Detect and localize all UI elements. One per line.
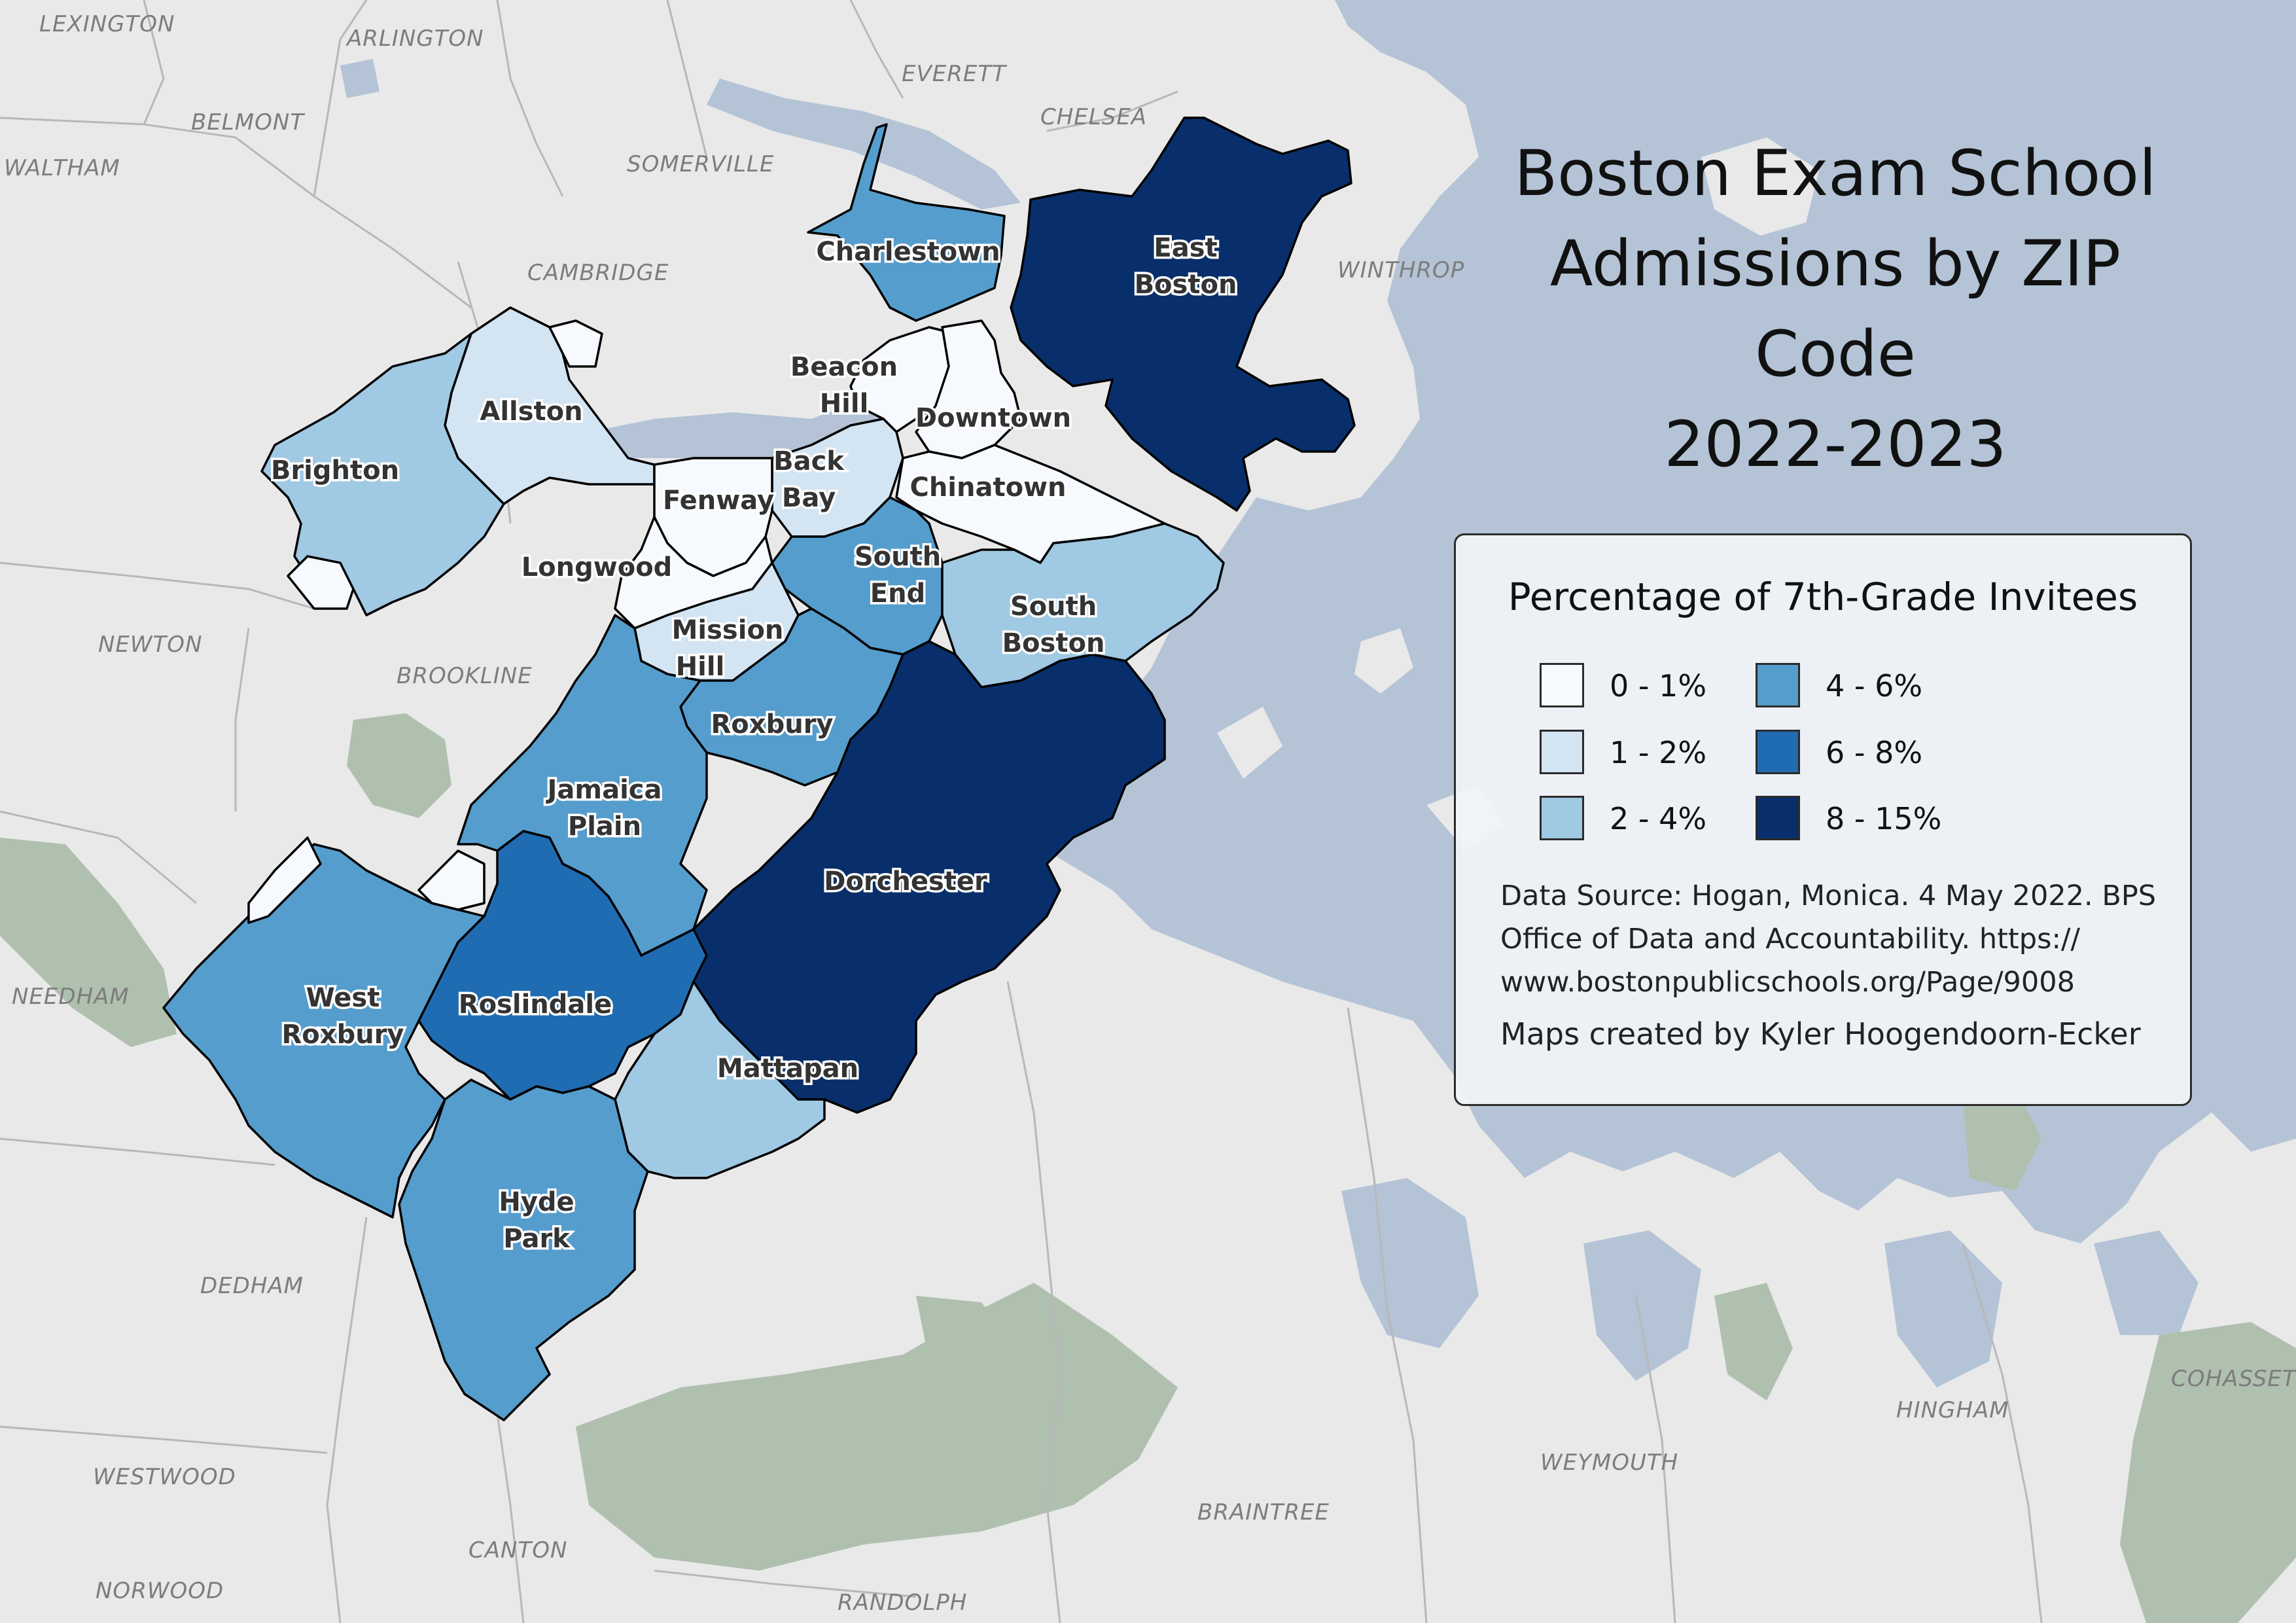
south-shore	[916, 851, 2296, 1623]
legend-swatch	[1540, 730, 1584, 774]
label-brighton: Brighton	[271, 455, 399, 486]
town-label-everett: EVERETT	[902, 61, 1007, 87]
mystic-river	[707, 79, 1021, 209]
label-beacon-hill: Beacon Hill	[790, 352, 898, 419]
label-south-boston: South Boston	[1002, 592, 1105, 658]
title-line: Boston Exam School	[1514, 137, 2157, 210]
source-line: Office of Data and Accountability. https…	[1500, 923, 2080, 955]
label-downtown: Downtown	[915, 403, 1071, 433]
town-label-chelsea: CHELSEA	[1040, 104, 1147, 130]
zip-parcel[interactable]	[247, 836, 322, 924]
legend-swatch	[1756, 730, 1800, 774]
park	[916, 1296, 1021, 1387]
zip-parcel[interactable]	[548, 319, 603, 368]
label-mission-hill: Mission Hill	[672, 615, 784, 682]
town-label-newton: NEWTON	[98, 632, 203, 658]
label-chinatown: Chinatown	[910, 473, 1066, 503]
town-label-cambridge: CAMBRIDGE	[527, 260, 669, 286]
legend-swatch	[1540, 796, 1584, 840]
legend: Percentage of 7th-Grade Invitees 0 - 1% …	[1454, 533, 2192, 1106]
label-east-boston: East Boston	[1135, 233, 1237, 300]
harbor-island	[1701, 137, 1819, 236]
town-label-cohasset: COHASSET	[2171, 1366, 2296, 1392]
zip-roslindale[interactable]	[417, 830, 708, 1101]
town-label-randolph: RANDOLPH	[838, 1590, 967, 1616]
harbor-island	[1217, 707, 1282, 779]
zip-mattapan[interactable]	[614, 980, 826, 1179]
town-label-belmont: BELMONT	[191, 109, 305, 135]
label-back-bay: Back Bay	[773, 446, 845, 513]
zip-parcel[interactable]	[417, 849, 486, 911]
label-roslindale: Roslindale	[459, 990, 612, 1020]
title-line: 2022-2023	[1664, 408, 2007, 481]
park	[0, 838, 177, 1047]
town-label-arlington: ARLINGTON	[345, 26, 484, 52]
label-mattapan: Mattapan	[717, 1054, 858, 1084]
label-fenway: Fenway	[663, 486, 774, 516]
legend-label: 2 - 4%	[1610, 801, 1707, 836]
legend-swatch	[1756, 796, 1800, 840]
label-south-end: South End	[855, 542, 941, 609]
park	[347, 713, 451, 818]
neighborhood-labels: Charlestown East Boston Beacon Hill Downto…	[268, 231, 1239, 1257]
label-allston: Allston	[480, 397, 582, 427]
neighborhoods	[162, 116, 1356, 1421]
town-label-winthrop: WINTHROP	[1337, 257, 1464, 283]
bay	[2094, 1230, 2199, 1335]
town-label-westwood: WESTWOOD	[93, 1464, 236, 1490]
label-charlestown: Charlestown	[816, 237, 1000, 267]
map-title: Boston Exam School Admissions by ZIP Cod…	[1459, 128, 2212, 490]
legend-label: 8 - 15%	[1826, 801, 1942, 836]
town-labels: LEXINGTON ARLINGTON BELMONT WALTHAM SOME…	[4, 11, 2296, 1616]
town-label-somerville: SOMERVILLE	[627, 151, 774, 177]
legend-label: 1 - 2%	[1610, 735, 1707, 770]
town-label-needham: NEEDHAM	[12, 984, 130, 1010]
data-source: Data Source: Hogan, Monica. 4 May 2022. …	[1500, 874, 2181, 1004]
park	[1714, 1283, 1793, 1400]
zip-parcel[interactable]	[287, 555, 355, 610]
map-credit: Maps created by Kyler Hoogendoorn-Ecker	[1500, 1016, 2141, 1052]
legend-label: 6 - 8%	[1826, 735, 1923, 770]
town-label-hingham: HINGHAM	[1896, 1397, 2009, 1423]
town-label-brookline: BROOKLINE	[397, 663, 533, 689]
label-longwood: Longwood	[521, 552, 673, 582]
park	[576, 1283, 1178, 1571]
town-label-dedham: DEDHAM	[200, 1273, 304, 1299]
bay	[1583, 1230, 1701, 1381]
legend-label: 4 - 6%	[1826, 668, 1923, 704]
town-label-norwood: NORWOOD	[96, 1578, 224, 1604]
park	[2120, 1322, 2296, 1623]
label-dorchester: Dorchester	[824, 866, 987, 897]
park	[1963, 1086, 2041, 1191]
label-hyde-park: Hyde Park	[499, 1187, 574, 1254]
zip-east-boston[interactable]	[1010, 116, 1356, 512]
bay	[1341, 1178, 1479, 1348]
label-roxbury: Roxbury	[711, 709, 834, 740]
legend-title: Percentage of 7th-Grade Invitees	[1508, 575, 2138, 619]
zip-charlestown[interactable]	[807, 123, 1006, 322]
bay	[1884, 1230, 2002, 1387]
legend-label: 0 - 1%	[1610, 668, 1707, 704]
town-label-lexington: LEXINGTON	[39, 11, 175, 37]
town-label-waltham: WALTHAM	[4, 155, 120, 181]
title-line: Code	[1755, 317, 1916, 391]
label-jamaica-plain: Jamaica Plain	[546, 775, 662, 842]
label-west-roxbury: West Roxbury	[282, 983, 404, 1050]
title-line: Admissions by ZIP	[1549, 227, 2121, 300]
source-line: Data Source: Hogan, Monica. 4 May 2022. …	[1500, 880, 2157, 912]
source-line: www.bostonpublicschools.org/Page/9008	[1500, 966, 2075, 999]
harbor-island	[1354, 628, 1413, 694]
zip-south-end[interactable]	[771, 496, 944, 656]
legend-swatch	[1756, 663, 1800, 707]
town-label-braintree: BRAINTREE	[1197, 1499, 1330, 1525]
town-label-weymouth: WEYMOUTH	[1540, 1450, 1678, 1476]
zip-brighton[interactable]	[260, 332, 505, 616]
zip-back-bay[interactable]	[771, 418, 904, 538]
legend-swatch	[1540, 663, 1584, 707]
lake	[340, 59, 380, 98]
town-label-canton: CANTON	[468, 1537, 567, 1563]
town-borders	[0, 0, 2043, 1623]
zip-hyde-park[interactable]	[398, 1079, 649, 1421]
